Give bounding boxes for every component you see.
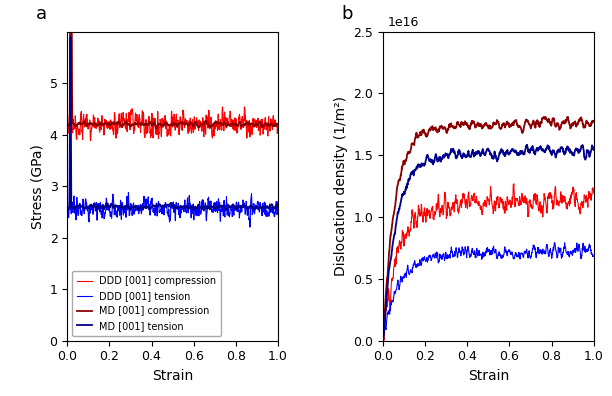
- MD [001] tension: [222, 208, 230, 213]
- MD [001] tension: [186, 205, 193, 210]
- MD [001] tension: [539, 148, 547, 153]
- MD [001] tension: [513, 150, 521, 155]
- DDD [001] compression: [187, 116, 194, 120]
- DDD [001] compression: [245, 124, 253, 129]
- DDD [001] compression: [77, 116, 84, 121]
- MD [001] tension: [245, 206, 253, 210]
- MD [001] compression: [561, 121, 568, 126]
- MD [001] compression: [392, 196, 400, 201]
- MD [001] tension: [561, 152, 569, 156]
- DDD [001] tension: [66, 55, 73, 59]
- MD [001] compression: [198, 121, 206, 126]
- MD [001] tension: [392, 222, 400, 227]
- X-axis label: Strain: Strain: [152, 369, 193, 383]
- DDD [001] tension: [561, 240, 569, 245]
- MD [001] tension: [192, 205, 199, 210]
- Text: 1e16: 1e16: [387, 15, 419, 29]
- MD [001] compression: [224, 122, 231, 127]
- MD [001] tension: [274, 204, 282, 208]
- MD [001] compression: [152, 126, 160, 131]
- MD [001] tension: [198, 204, 206, 209]
- DDD [001] compression: [590, 190, 597, 195]
- Line: MD [001] compression: MD [001] compression: [67, 0, 278, 128]
- DDD [001] compression: [274, 124, 282, 129]
- MD [001] compression: [64, 122, 71, 127]
- DDD [001] compression: [393, 262, 400, 267]
- Text: a: a: [35, 5, 47, 23]
- Legend: DDD [001] compression, DDD [001] tension, MD [001] compression, MD [001] tension: DDD [001] compression, DDD [001] tension…: [72, 271, 222, 336]
- MD [001] compression: [539, 116, 547, 121]
- MD [001] compression: [502, 124, 509, 129]
- DDD [001] tension: [274, 199, 282, 204]
- DDD [001] tension: [186, 203, 193, 208]
- Text: b: b: [341, 5, 353, 23]
- DDD [001] compression: [507, 204, 515, 209]
- DDD [001] compression: [198, 129, 206, 134]
- DDD [001] tension: [513, 254, 521, 259]
- Line: DDD [001] tension: DDD [001] tension: [67, 57, 278, 227]
- MD [001] tension: [67, 34, 74, 39]
- MD [001] tension: [64, 205, 71, 209]
- MD [001] tension: [379, 338, 387, 343]
- DDD [001] tension: [551, 240, 558, 245]
- MD [001] compression: [379, 337, 387, 342]
- Y-axis label: Dislocation density (1/m²): Dislocation density (1/m²): [334, 96, 348, 276]
- X-axis label: Strain: Strain: [468, 369, 509, 383]
- DDD [001] compression: [510, 181, 518, 186]
- DDD [001] tension: [539, 247, 547, 251]
- DDD [001] tension: [392, 287, 400, 292]
- Line: DDD [001] compression: DDD [001] compression: [383, 184, 594, 341]
- DDD [001] compression: [502, 200, 509, 205]
- DDD [001] tension: [502, 247, 509, 252]
- DDD [001] tension: [590, 253, 597, 258]
- Line: MD [001] compression: MD [001] compression: [383, 117, 594, 340]
- DDD [001] tension: [192, 204, 199, 209]
- Line: DDD [001] tension: DDD [001] tension: [383, 243, 594, 341]
- DDD [001] compression: [514, 199, 521, 204]
- DDD [001] compression: [87, 138, 94, 143]
- MD [001] tension: [590, 147, 597, 152]
- DDD [001] compression: [379, 338, 387, 343]
- MD [001] compression: [245, 122, 253, 126]
- MD [001] compression: [77, 121, 84, 126]
- MD [001] tension: [224, 206, 231, 211]
- DDD [001] tension: [507, 252, 515, 257]
- DDD [001] tension: [77, 208, 84, 212]
- DDD [001] compression: [379, 338, 387, 343]
- DDD [001] compression: [64, 114, 71, 119]
- MD [001] tension: [507, 149, 515, 154]
- DDD [001] tension: [198, 200, 206, 205]
- MD [001] compression: [274, 122, 282, 127]
- Line: DDD [001] compression: DDD [001] compression: [67, 0, 278, 141]
- MD [001] compression: [513, 122, 521, 127]
- MD [001] compression: [187, 120, 194, 125]
- DDD [001] tension: [379, 338, 387, 343]
- DDD [001] tension: [245, 217, 253, 222]
- Line: MD [001] tension: MD [001] tension: [67, 37, 278, 210]
- MD [001] tension: [502, 153, 509, 158]
- DDD [001] compression: [540, 206, 547, 210]
- MD [001] compression: [507, 122, 515, 127]
- MD [001] compression: [192, 120, 200, 124]
- DDD [001] compression: [192, 120, 200, 124]
- MD [001] compression: [590, 119, 597, 124]
- DDD [001] tension: [246, 225, 253, 230]
- DDD [001] tension: [64, 205, 71, 210]
- Line: MD [001] tension: MD [001] tension: [383, 145, 594, 341]
- DDD [001] tension: [223, 213, 231, 217]
- DDD [001] compression: [561, 194, 569, 199]
- MD [001] compression: [564, 114, 572, 119]
- MD [001] tension: [77, 204, 84, 209]
- DDD [001] compression: [224, 124, 231, 128]
- MD [001] tension: [523, 143, 531, 147]
- Y-axis label: Stress (GPa): Stress (GPa): [30, 144, 44, 228]
